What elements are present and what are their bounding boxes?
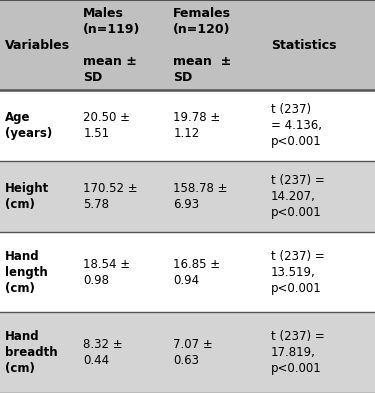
Bar	[0, 161, 375, 232]
Text: Statistics: Statistics	[271, 39, 336, 51]
Bar	[0, 90, 375, 161]
Text: 16.85 ±
0.94: 16.85 ± 0.94	[173, 258, 220, 287]
Text: t (237) =
17.819,
p<0.001: t (237) = 17.819, p<0.001	[271, 330, 324, 375]
Text: Hand
length
(cm): Hand length (cm)	[4, 250, 47, 295]
Text: 19.78 ±
1.12: 19.78 ± 1.12	[173, 111, 220, 140]
Bar	[0, 232, 375, 312]
Text: 158.78 ±
6.93: 158.78 ± 6.93	[173, 182, 228, 211]
Text: 7.07 ±
0.63: 7.07 ± 0.63	[173, 338, 213, 367]
Text: Hand
breadth
(cm): Hand breadth (cm)	[4, 330, 57, 375]
Text: Males
(n=119)

mean ±
SD: Males (n=119) mean ± SD	[83, 7, 141, 84]
Text: 18.54 ±
0.98: 18.54 ± 0.98	[83, 258, 130, 287]
Text: Variables: Variables	[4, 39, 70, 51]
Text: Age
(years): Age (years)	[4, 111, 52, 140]
Text: 8.32 ±
0.44: 8.32 ± 0.44	[83, 338, 123, 367]
Text: 20.50 ±
1.51: 20.50 ± 1.51	[83, 111, 130, 140]
Text: Height
(cm): Height (cm)	[4, 182, 49, 211]
Bar	[0, 0, 375, 90]
Text: t (237) =
14.207,
p<0.001: t (237) = 14.207, p<0.001	[271, 174, 324, 219]
Text: t (237)
= 4.136,
p<0.001: t (237) = 4.136, p<0.001	[271, 103, 322, 148]
Bar	[0, 312, 375, 393]
Text: Females
(n=120)

mean  ±
SD: Females (n=120) mean ± SD	[173, 7, 231, 84]
Text: 170.52 ±
5.78: 170.52 ± 5.78	[83, 182, 138, 211]
Text: t (237) =
13.519,
p<0.001: t (237) = 13.519, p<0.001	[271, 250, 324, 295]
